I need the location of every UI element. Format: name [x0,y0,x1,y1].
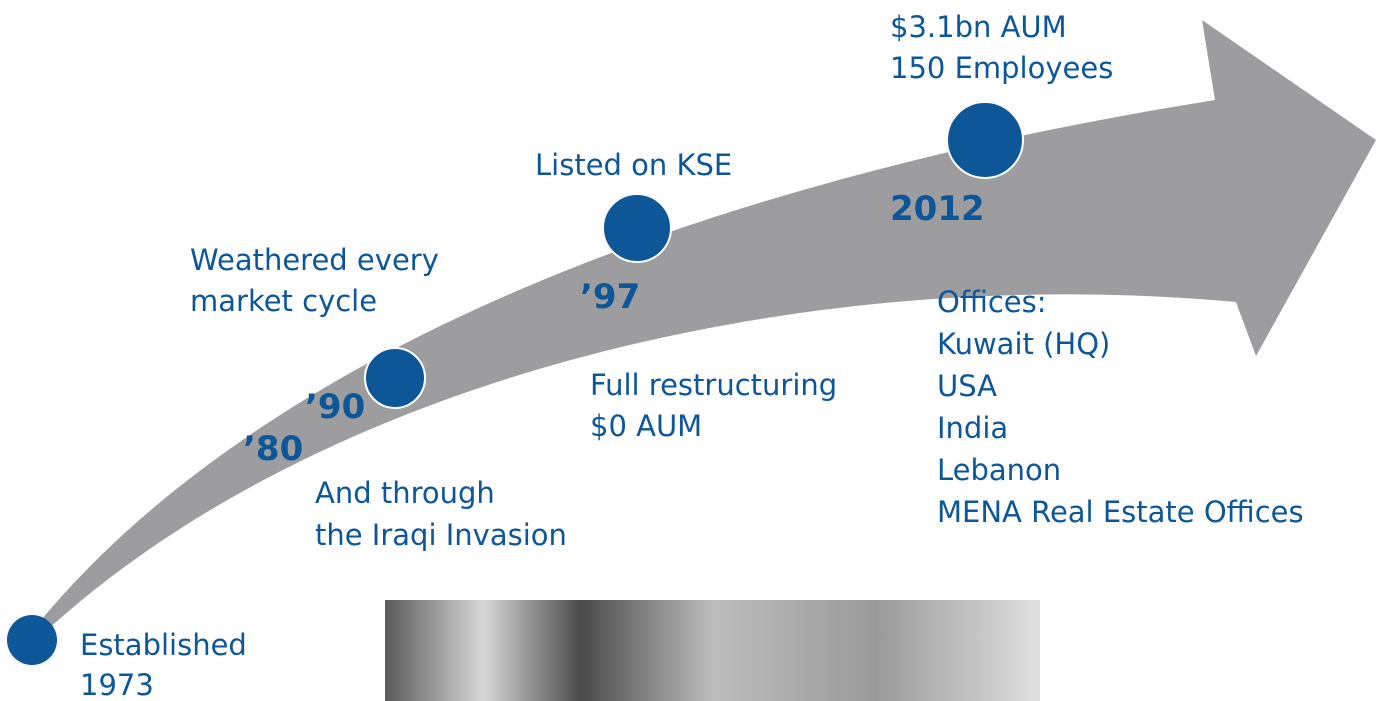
milestone-dot [7,615,57,665]
event-text: Lebanon [937,453,1061,487]
year-label: 2012 [890,189,985,229]
building-photo [385,600,1040,701]
milestone-dot [602,193,672,263]
event-text: market cycle [190,284,377,318]
event-text: $0 AUM [590,409,702,443]
timeline-arrow [25,20,1376,640]
event-text: Full restructuring [590,368,837,402]
year-label: ’90 [305,387,365,427]
event-text: Offices: [937,285,1047,319]
event-text: $3.1bn AUM [890,10,1067,44]
year-label: ’80 [243,429,303,469]
milestone-dot [946,101,1024,179]
event-text: Weathered every [190,243,439,277]
year-label: ’97 [580,277,640,317]
event-text: 150 Employees [890,51,1113,85]
event-text: MENA Real Estate Offices [937,495,1304,529]
milestone-dot [364,347,426,409]
event-text: Listed on KSE [535,148,732,182]
event-text: 1973 [80,668,154,701]
event-text: Kuwait (HQ) [937,327,1110,361]
event-text: India [937,411,1008,445]
event-text: Established [80,628,247,662]
event-text: the Iraqi Invasion [315,518,567,552]
event-text: USA [937,369,997,403]
event-text: And through [315,476,495,510]
